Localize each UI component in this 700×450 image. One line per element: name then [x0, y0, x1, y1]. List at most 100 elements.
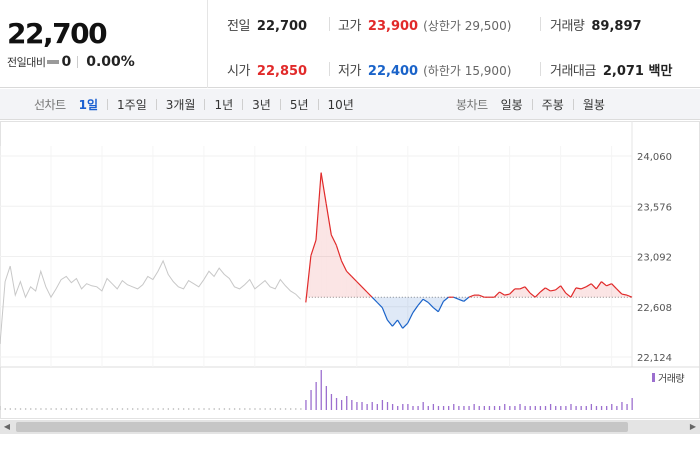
line-chart-tabs: 선차트 1일 1주일 3개월 1년 3년 5년 10년 [34, 89, 357, 120]
today-area-segment [545, 287, 551, 298]
candle-tab-1[interactable]: 주봉 [541, 98, 564, 112]
tab-divider [317, 99, 319, 110]
today-up-segment [478, 294, 485, 298]
stat-label: 저가 [338, 64, 361, 79]
volume-bar [111, 408, 113, 410]
stat-trade-value: 거래대금 2,071 백만 [550, 60, 672, 79]
volume-bar [19, 408, 22, 410]
line-tab-5[interactable]: 5년 [289, 98, 309, 112]
volume-bar [529, 406, 531, 410]
volume-bar [177, 408, 180, 410]
today-area-segment [596, 281, 602, 298]
volume-bar [504, 404, 506, 410]
volume-bar [274, 408, 277, 410]
chart-scrollbar[interactable]: ◀ ▶ [0, 420, 700, 434]
volume-bar [9, 408, 11, 410]
candle-chart-title: 봉차트 [456, 98, 488, 112]
stat-open: 시가 22,850 [227, 60, 307, 79]
volume-bar [40, 408, 42, 410]
volume-bar [560, 406, 562, 410]
volume-bar [198, 408, 200, 410]
volume-bar [116, 408, 119, 410]
candle-tab-0[interactable]: 일봉 [500, 98, 523, 112]
line-tab-1[interactable]: 1주일 [117, 98, 147, 112]
today-up-segment [601, 281, 607, 287]
volume-bar [106, 408, 108, 410]
today-up-segment [493, 291, 500, 298]
volume-bar [254, 408, 256, 410]
volume-bar [167, 408, 169, 410]
today-down-segment [432, 307, 439, 313]
today-down-segment [437, 301, 444, 312]
stat-volume: 거래량 89,897 [550, 15, 642, 34]
today-down-segment [412, 305, 419, 314]
today-up-segment [606, 283, 612, 287]
volume-bar [137, 408, 139, 410]
current-price-box: 22,700 전일대비 0 0.00% [0, 0, 208, 88]
tab-divider [155, 99, 157, 110]
today-area-segment [382, 297, 388, 321]
chart-period-tabs: 선차트 1일 1주일 3개월 1년 3년 5년 10년 봉차트 일봉 주봉 월봉 [0, 89, 700, 120]
today-up-segment [539, 287, 546, 293]
volume-bar [549, 404, 552, 410]
stat-value: 23,900 [367, 19, 419, 34]
volume-bar [75, 408, 78, 410]
stat-label: 시가 [227, 64, 250, 79]
divider [540, 17, 541, 31]
y-tick-label: 22,608 [637, 303, 672, 314]
today-down-segment [391, 319, 399, 327]
price-chart[interactable]: 24,060 23,576 23,092 22,608 22,124 거래량 ◀ ▶ [0, 121, 700, 450]
line-tab-4[interactable]: 3년 [252, 98, 271, 112]
today-area-segment [387, 297, 393, 327]
line-tab-6[interactable]: 10년 [327, 98, 354, 112]
prev-day-line [0, 259, 302, 344]
volume-bar [188, 408, 190, 410]
today-up-segment [611, 283, 618, 290]
today-area-segment [412, 297, 418, 313]
today-down-segment [381, 307, 388, 321]
line-tab-3[interactable]: 1년 [214, 98, 234, 112]
volume-bar [223, 408, 226, 410]
today-area-segment [519, 286, 525, 298]
today-area-segment [428, 297, 434, 308]
today-up-segment [315, 172, 322, 241]
volume-bar [366, 404, 368, 410]
scroll-left-icon[interactable]: ◀ [3, 422, 11, 431]
volume-bar [519, 404, 521, 410]
volume-bar [478, 406, 480, 410]
today-up-segment [575, 287, 582, 290]
stat-low: 저가 22,400 (하한가 15,900) [338, 60, 511, 79]
volume-bar [509, 406, 511, 410]
candle-tab-2[interactable]: 월봉 [582, 98, 605, 112]
line-tab-0[interactable]: 1일 [78, 98, 99, 112]
volume-bar [417, 406, 419, 410]
today-area-segment [392, 297, 398, 327]
flat-change-icon [47, 60, 60, 64]
today-area-segment [397, 297, 403, 329]
volume-bar [55, 408, 57, 410]
volume-bar [162, 408, 164, 410]
today-up-segment [468, 294, 475, 298]
volume-bar [121, 408, 124, 410]
chart-canvas[interactable]: 24,060 23,576 23,092 22,608 22,124 [0, 121, 700, 420]
volume-bar [611, 404, 613, 410]
today-area-segment [601, 281, 607, 298]
today-up-segment [595, 281, 602, 290]
volume-bar [335, 398, 338, 410]
today-up-segment [580, 286, 587, 290]
quote-panel: 22,700 전일대비 0 0.00% 전일 22,700 고가 23,900 … [0, 0, 700, 88]
today-down-segment [453, 296, 459, 300]
today-up-segment [310, 239, 317, 256]
line-tab-2[interactable]: 3개월 [165, 98, 196, 112]
volume-bar [0, 406, 1, 410]
today-area-segment [331, 234, 337, 298]
volume-bar [157, 408, 159, 410]
today-area-segment [550, 289, 556, 298]
volume-bar [264, 408, 266, 410]
volume-bar [473, 404, 475, 410]
today-area-segment [581, 286, 587, 298]
today-down-segment [397, 319, 404, 329]
scroll-thumb[interactable] [16, 422, 628, 432]
volume-bar [65, 408, 68, 410]
scroll-right-icon[interactable]: ▶ [689, 422, 697, 431]
